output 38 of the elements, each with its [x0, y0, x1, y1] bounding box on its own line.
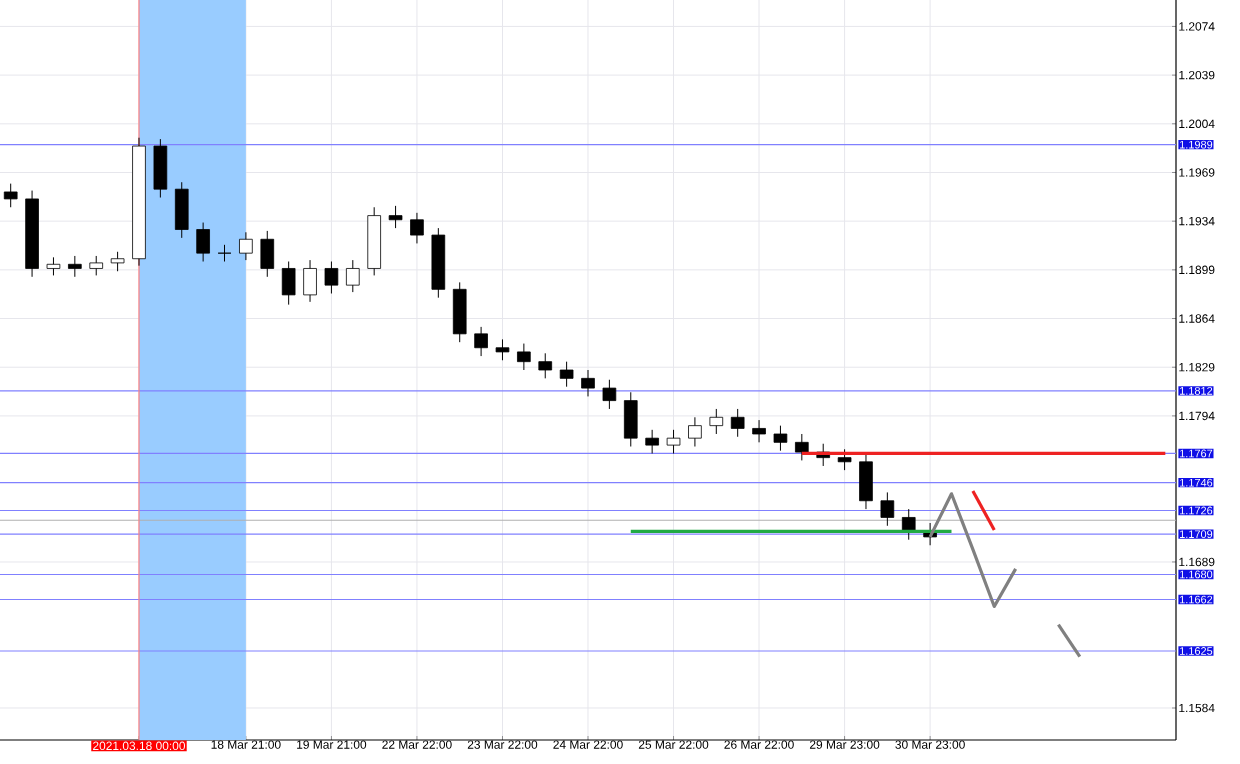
candlestick: [260, 230, 275, 278]
candlestick: [623, 391, 638, 447]
candlestick: [773, 425, 788, 452]
candlestick: [217, 244, 232, 262]
candlestick: [303, 259, 317, 303]
candlestick: [281, 261, 296, 306]
candlestick: [345, 259, 360, 293]
candlestick: [495, 338, 510, 361]
candlestick: [3, 183, 18, 208]
candlestick: [688, 416, 702, 447]
candlestick: [474, 326, 488, 357]
candlestick: [174, 181, 189, 239]
candlestick: [752, 419, 766, 443]
candlestick: [901, 508, 916, 541]
candlestick: [89, 255, 104, 276]
candlestick: [730, 408, 745, 438]
candlestick: [388, 205, 403, 229]
candlestick: [666, 429, 681, 454]
candlestick: [110, 251, 125, 272]
candlestick: [68, 255, 82, 278]
candlestick: [859, 452, 873, 510]
candlestick: [837, 448, 852, 471]
candlestick: [709, 408, 724, 435]
candlestick: [538, 352, 553, 379]
candlestick: [645, 429, 659, 454]
candlestick: [452, 281, 467, 343]
candlestick: [602, 379, 617, 410]
candlestick: [410, 212, 424, 244]
candlestick: [581, 369, 595, 397]
candlestick: [517, 343, 531, 371]
candlestick: [559, 361, 574, 388]
candlestick: [46, 256, 61, 276]
candlestick: [795, 433, 809, 461]
candlestick: [196, 222, 210, 262]
candlestick: [239, 231, 253, 261]
candlestick: [880, 491, 895, 527]
candlestick: [153, 138, 168, 199]
candlestick: [324, 261, 339, 294]
